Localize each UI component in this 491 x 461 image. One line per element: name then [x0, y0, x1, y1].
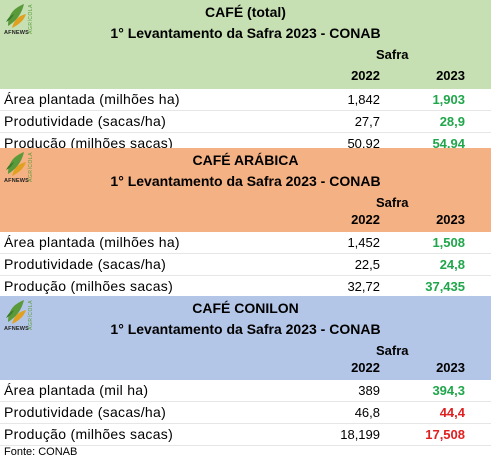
- row-label: Produção (milhões sacas): [4, 426, 174, 442]
- year-2023-header: 2023: [436, 212, 465, 227]
- section-subtitle: 1° Levantamento da Safra 2023 - CONAB: [110, 173, 381, 189]
- logo-text: AFNEWS: [4, 30, 30, 36]
- section-header: AFNEWS AGRÍCOLA CAFÉ (total) 1° Levantam…: [0, 0, 491, 89]
- source-note: Fonte: CONAB: [4, 446, 78, 458]
- safra-label: Safra: [376, 343, 409, 358]
- table-row: Área plantada (milhões ha) 1,452 1,508: [0, 232, 491, 254]
- value-2022: 1,842: [347, 92, 380, 107]
- row-label: Produtividade (sacas/ha): [4, 113, 167, 129]
- value-2022: 50,92: [347, 136, 380, 151]
- value-2022: 1,452: [347, 235, 380, 250]
- row-label: Produção (milhões sacas): [4, 135, 174, 151]
- row-label: Área plantada (milhões ha): [4, 91, 180, 107]
- section-title: CAFÉ (total): [205, 4, 286, 20]
- section-subtitle: 1° Levantamento da Safra 2023 - CONAB: [110, 321, 381, 337]
- row-label: Área plantada (milhões ha): [4, 234, 180, 250]
- safra-label: Safra: [376, 47, 409, 62]
- coffee-leaf-icon: [6, 4, 26, 28]
- value-2022: 389: [358, 383, 380, 398]
- section-cafe-arabica: AFNEWS AGRÍCOLA CAFÉ ARÁBICA 1° Levantam…: [0, 148, 491, 298]
- value-2022: 46,8: [354, 405, 380, 420]
- table-row: Produtividade (sacas/ha) 22,5 24,8: [0, 254, 491, 276]
- year-2023-header: 2023: [436, 68, 465, 83]
- value-2023: 28,9: [439, 114, 465, 129]
- coffee-leaf-icon: [6, 152, 26, 176]
- year-2023-header: 2023: [436, 360, 465, 375]
- logo-text: AFNEWS: [4, 178, 30, 184]
- value-2023: 394,3: [432, 383, 465, 398]
- table-row: Produtividade (sacas/ha) 46,8 44,4: [0, 402, 491, 424]
- year-2022-header: 2022: [351, 212, 380, 227]
- section-cafe-conilon: AFNEWS AGRÍCOLA CAFÉ CONILON 1° Levantam…: [0, 296, 491, 446]
- afnews-logo: AFNEWS AGRÍCOLA: [4, 298, 34, 338]
- row-label: Área plantada (mil ha): [4, 382, 149, 398]
- afnews-logo: AFNEWS AGRÍCOLA: [4, 150, 34, 190]
- table-row: Área plantada (mil ha) 389 394,3: [0, 380, 491, 402]
- value-2023: 44,4: [439, 405, 465, 420]
- value-2023: 37,435: [425, 279, 465, 294]
- value-2023: 24,8: [439, 257, 465, 272]
- section-title: CAFÉ CONILON: [192, 300, 299, 316]
- value-2022: 27,7: [354, 114, 380, 129]
- value-2023: 54,94: [432, 136, 465, 151]
- logo-text: AFNEWS: [4, 326, 30, 332]
- afnews-logo: AFNEWS AGRÍCOLA: [4, 2, 34, 42]
- safra-label: Safra: [376, 195, 409, 210]
- table-row: Área plantada (milhões ha) 1,842 1,903: [0, 89, 491, 111]
- table-row: Produção (milhões sacas) 32,72 37,435: [0, 276, 491, 298]
- section-header: AFNEWS AGRÍCOLA CAFÉ ARÁBICA 1° Levantam…: [0, 148, 491, 232]
- coffee-leaf-icon: [6, 300, 26, 324]
- row-label: Produção (milhões sacas): [4, 278, 174, 294]
- year-2022-header: 2022: [351, 68, 380, 83]
- row-label: Produtividade (sacas/ha): [4, 404, 167, 420]
- value-2022: 32,72: [347, 279, 380, 294]
- value-2022: 22,5: [354, 257, 380, 272]
- year-2022-header: 2022: [351, 360, 380, 375]
- section-subtitle: 1° Levantamento da Safra 2023 - CONAB: [110, 25, 381, 41]
- table-row: Produtividade (sacas/ha) 27,7 28,9: [0, 111, 491, 133]
- row-label: Produtividade (sacas/ha): [4, 256, 167, 272]
- value-2023: 1,903: [432, 92, 465, 107]
- section-header: AFNEWS AGRÍCOLA CAFÉ CONILON 1° Levantam…: [0, 296, 491, 380]
- section-cafe-total: AFNEWS AGRÍCOLA CAFÉ (total) 1° Levantam…: [0, 0, 491, 155]
- section-title: CAFÉ ARÁBICA: [192, 152, 299, 168]
- value-2022: 18,199: [340, 427, 380, 442]
- value-2023: 1,508: [432, 235, 465, 250]
- value-2023: 17,508: [425, 427, 465, 442]
- table-row: Produção (milhões sacas) 18,199 17,508: [0, 424, 491, 446]
